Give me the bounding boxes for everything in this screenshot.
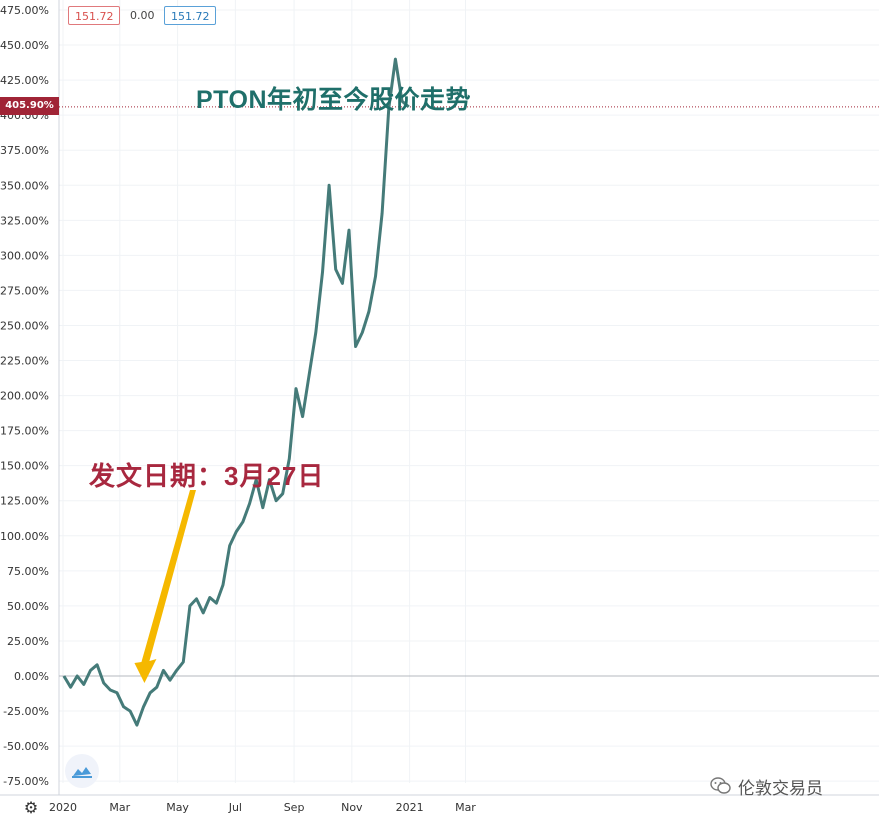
y-tick-label: 325.00% [0, 214, 49, 227]
y-tick-label: 450.00% [0, 39, 49, 52]
y-tick-label: 75.00% [7, 565, 49, 578]
y-tick-label: 150.00% [0, 460, 49, 473]
publish-date-annotation: 发文日期：3月27日 [89, 456, 324, 493]
y-tick-label: 100.00% [0, 530, 49, 543]
y-tick-label: 375.00% [0, 144, 49, 157]
x-tick-label: 2020 [49, 801, 77, 814]
settings-button[interactable]: ⚙ [20, 797, 42, 819]
wechat-icon [710, 776, 732, 796]
y-tick-label: -25.00% [3, 705, 49, 718]
y-tick-label: -75.00% [3, 775, 49, 788]
y-tick-label: 275.00% [0, 284, 49, 297]
watermark: 伦敦交易员 [710, 774, 823, 798]
tradingview-cloud-icon [71, 763, 93, 779]
close-value-badge: 151.72 [164, 6, 216, 25]
change-value: 0.00 [130, 6, 155, 25]
x-tick-label: Jul [228, 801, 242, 814]
gear-icon: ⚙ [24, 798, 38, 817]
price-line-series [64, 59, 409, 725]
x-tick-label: May [166, 801, 189, 814]
tradingview-logo-button[interactable] [65, 754, 99, 788]
x-tick-label: 2021 [396, 801, 424, 814]
y-tick-label: 300.00% [0, 249, 49, 262]
chart-title: PTON年初至今股价走势 [196, 80, 471, 116]
current-price-tag: 405.90% [0, 97, 59, 115]
y-tick-label: 350.00% [0, 179, 49, 192]
y-tick-label: 225.00% [0, 355, 49, 368]
y-tick-label: 175.00% [0, 425, 49, 438]
x-tick-label: Sep [284, 801, 305, 814]
y-tick-label: 125.00% [0, 495, 49, 508]
y-tick-label: 425.00% [0, 74, 49, 87]
y-tick-label: 0.00% [14, 670, 49, 683]
x-tick-label: Mar [455, 801, 476, 814]
y-tick-label: 25.00% [7, 635, 49, 648]
open-value-badge: 151.72 [68, 6, 120, 25]
annotation-arrow [134, 490, 196, 683]
x-tick-label: Mar [109, 801, 130, 814]
watermark-text: 伦敦交易员 [738, 774, 823, 799]
x-tick-label: Nov [341, 801, 363, 814]
y-tick-label: 50.00% [7, 600, 49, 613]
y-tick-label: -50.00% [3, 740, 49, 753]
y-tick-label: 200.00% [0, 390, 49, 403]
y-tick-label: 250.00% [0, 319, 49, 332]
y-tick-label: 475.00% [0, 4, 49, 17]
